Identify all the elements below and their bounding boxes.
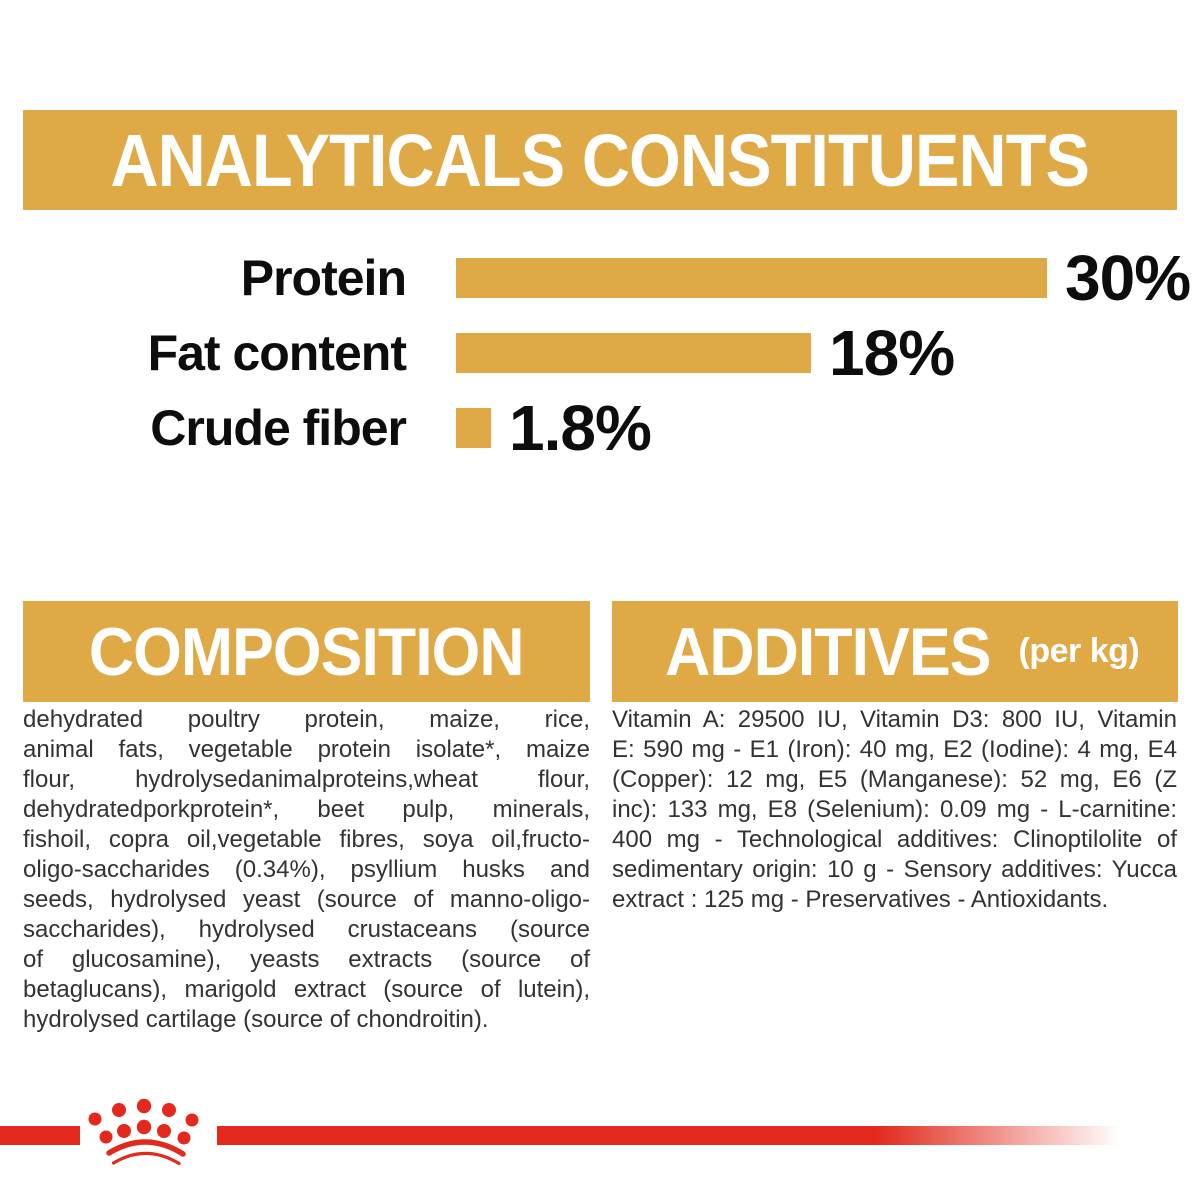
additives-title: ADDITIVES [664,613,991,690]
analyticals-title: ANALYTICALS CONSTITUENTS [110,118,1091,202]
additives-line: inc): 133 mg, E8 (Selenium): 0.09 mg - L… [612,796,1177,823]
additives-line: (Copper): 12 mg, E5 (Manganese): 52 mg, … [612,766,1177,793]
additives-text: Vitamin A: 29500 IU, Vitamin D3: 800 IU,… [612,705,1177,915]
bar-label-protein: Protein [240,250,407,306]
composition-header-banner: COMPOSITION [23,601,590,702]
composition-line: dehydratedporkprotein*, beet pulp, miner… [23,796,590,823]
additives-line: sedimentary origin: 10 g - Sensory addit… [612,856,1177,883]
bar-crude-fiber [456,408,491,448]
bar-value-crude-fiber: 1.8% [509,392,652,464]
composition-line: animal fats, vegetable protein isolate*,… [23,736,590,763]
composition-line: oligo-saccharides (0.34%), psyllium husk… [23,856,590,883]
analyticals-header-banner: ANALYTICALS CONSTITUENTS [23,110,1177,210]
composition-title: COMPOSITION [89,613,525,690]
bar-label-fat-content: Fat content [147,325,407,381]
composition-line: dehydrated poultry protein, maize, rice, [23,706,590,733]
additives-line: 400 mg - Technological additives: Clinop… [612,826,1177,853]
bar-value-fat-content: 18% [829,317,955,389]
composition-line: fishoil, copra oil,vegetable fibres, soy… [23,826,590,853]
composition-line: saccharides), hydrolysed crustaceans (so… [23,916,590,943]
composition-line: betaglucans), marigold extract (source o… [23,976,590,1003]
composition-line: seeds, hydrolysed yeast (source of manno… [23,886,590,913]
composition-line: flour, hydrolysedanimalproteins,wheat fl… [23,766,590,793]
additives-line: E: 590 mg - E1 (Iron): 40 mg, E2 (Iodine… [612,736,1177,763]
composition-line: hydrolysed cartilage (source of chondroi… [23,1006,489,1033]
composition-line: of glucosamine), yeasts extracts (source… [23,946,590,973]
bar-value-protein: 30% [1065,242,1191,314]
additives-header-banner: ADDITIVES (per kg) [612,601,1178,702]
bar-fat-content [456,333,811,373]
bar-protein [456,258,1047,298]
additives-line: Vitamin A: 29500 IU, Vitamin D3: 800 IU,… [612,706,1177,733]
composition-text: dehydrated poultry protein, maize, rice,… [23,705,590,1035]
chart-row-fat-content: Fat content 18% [0,317,1200,389]
bar-label-crude-fiber: Crude fiber [150,400,407,456]
red-band-right-fade [217,1126,1120,1145]
chart-row-crude-fiber: Crude fiber 1.8% [0,392,1200,464]
red-band-left [0,1126,80,1145]
royal-canin-crown-icon [88,1098,199,1166]
chart-row-protein: Protein 30% [0,242,1200,314]
additives-per-kg-label: (per kg) [1018,632,1140,670]
additives-line: extract : 125 mg - Preservatives - Antio… [612,886,1109,913]
